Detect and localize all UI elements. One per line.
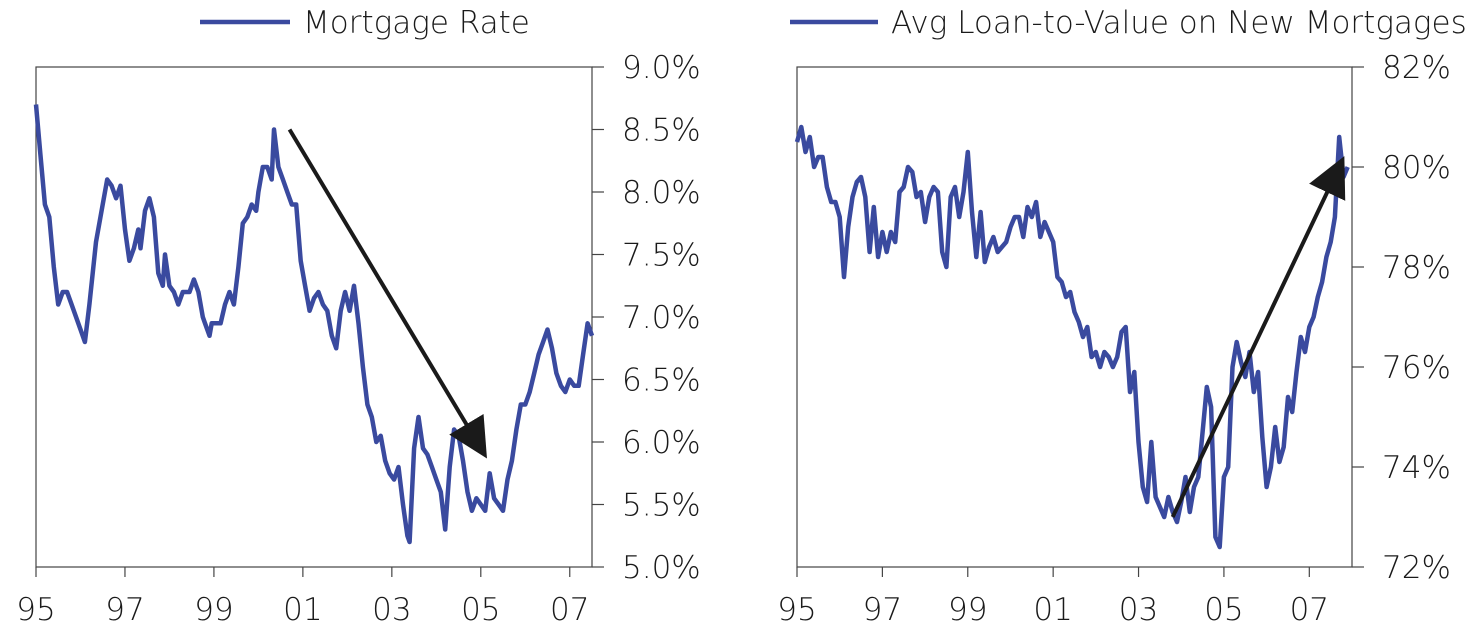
x-tick-label: 07 (1290, 592, 1329, 628)
y-tick-label: 74% (1382, 450, 1451, 486)
trend-arrow (1170, 156, 1346, 518)
y-tick-label: 5.0% (622, 550, 701, 586)
x-tick-label: 01 (1033, 592, 1072, 628)
trend-arrow (287, 128, 487, 459)
x-tick-label: 03 (1119, 592, 1158, 628)
y-tick-label: 7.5% (622, 238, 701, 274)
mortgage-rate-chart: 9.0% 8.5% 8.0% 7.5% 7.0% 6.5% 6.0% 5.5% 5.0% 95 97… (16, 5, 700, 628)
legend-label: Mortgage Rate (303, 5, 530, 41)
y-tick-label: 9.0% (622, 50, 701, 86)
x-tick-label: 95 (777, 592, 816, 628)
x-tick-label: 97 (863, 592, 902, 628)
series-line (794, 124, 1350, 550)
x-tick-label: 03 (372, 592, 411, 628)
x-tick-label: 99 (194, 592, 233, 628)
series-line (33, 104, 595, 545)
plot-frame (796, 66, 1353, 568)
loan-to-value-chart: 82% 80% 78% 76% 74% 72% 95 97 99 01 03 05 07 Avg Loan… (777, 5, 1466, 628)
x-tick-label: 95 (16, 592, 55, 628)
y-tick-label: 6.5% (622, 363, 701, 399)
x-tick-label: 05 (1204, 592, 1243, 628)
y-tick-label: 76% (1382, 350, 1451, 386)
y-tick-label: 7.0% (622, 300, 701, 336)
y-tick-label: 78% (1382, 250, 1451, 286)
y-tick-label: 6.0% (622, 425, 701, 461)
x-tick-label: 97 (105, 592, 144, 628)
y-tick-label: 82% (1382, 50, 1451, 86)
y-tick-label: 8.5% (622, 113, 701, 149)
y-tick-label: 80% (1382, 150, 1451, 186)
y-tick-label: 8.0% (622, 175, 701, 211)
x-tick-label: 99 (948, 592, 987, 628)
plot-frame (35, 66, 593, 568)
x-tick-label: 05 (461, 592, 500, 628)
x-tick-label: 07 (550, 592, 589, 628)
x-tick-label: 01 (283, 592, 322, 628)
legend-label: Avg Loan-to-Value on New Mortgages (891, 5, 1467, 41)
y-tick-label: 5.5% (622, 488, 701, 524)
y-tick-label: 72% (1382, 550, 1451, 586)
